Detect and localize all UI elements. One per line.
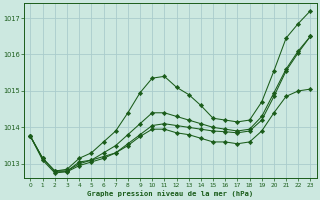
- X-axis label: Graphe pression niveau de la mer (hPa): Graphe pression niveau de la mer (hPa): [87, 190, 253, 197]
